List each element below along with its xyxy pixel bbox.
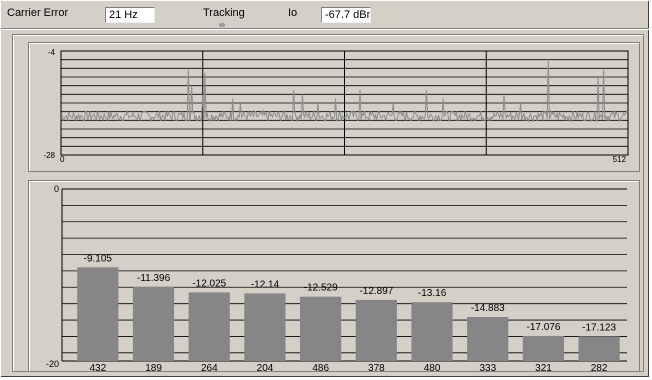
io-label: Io (288, 7, 298, 19)
bar-value-label: -17.123 (582, 322, 616, 333)
tracking-indicator (219, 23, 225, 27)
x-tick-label-left: 0 (60, 155, 65, 164)
bar-category-label: 486 (312, 363, 329, 374)
bar-value-label: -12.14 (251, 279, 280, 290)
bar-value-label: -11.396 (137, 273, 171, 284)
bar-value-label: -12.025 (192, 278, 226, 289)
bar-value-label: -12.897 (359, 286, 393, 297)
toolbar: Carrier Error 21 Hz Tracking Io -67.7 dB… (1, 1, 649, 27)
bar-category-label: 432 (89, 363, 106, 374)
bar (578, 336, 620, 361)
toolbar-separator (1, 28, 649, 30)
bar-value-label: -17.076 (527, 322, 561, 333)
bar-value-label: -14.883 (471, 303, 505, 314)
bar-chart-panel: -9.105 432 -11.396 189 -12.025 264 -12.14 204 -1… (28, 180, 640, 374)
bar-y-tick-bottom: -20 (46, 359, 59, 369)
x-tick-label-right: 512 (613, 155, 627, 164)
io-field[interactable]: -67.7 dBm (321, 7, 371, 23)
carrier-error-label: Carrier Error (7, 7, 69, 19)
bar (467, 317, 509, 361)
spectrum-panel: -4 -28 0 512 (28, 42, 640, 172)
spectrum-grid (60, 50, 629, 156)
bar (188, 292, 230, 361)
bar-category-label: 480 (424, 363, 441, 374)
tracking-label: Tracking (203, 7, 245, 19)
y-tick-label-bottom: -28 (43, 151, 55, 160)
bar-category-label: 282 (591, 363, 608, 374)
bar-value-label: -13.16 (418, 288, 447, 299)
bar-category-label: 321 (535, 363, 552, 374)
bar-y-tick-top: 0 (54, 184, 59, 194)
bar-category-label: 204 (257, 363, 274, 374)
bar (522, 335, 564, 361)
bar-value-label: -12.529 (304, 283, 338, 294)
bar (300, 296, 342, 361)
bar-chart: -9.105 432 -11.396 189 -12.025 264 -12.14 204 -1… (46, 184, 627, 374)
bar-value-label: -9.105 (84, 253, 113, 264)
spectrum-trace (60, 59, 629, 124)
bar (355, 299, 397, 361)
bar-category-label: 378 (368, 363, 385, 374)
bar-category-label: 333 (479, 363, 496, 374)
bar (77, 267, 119, 361)
bar-category-label: 189 (145, 363, 162, 374)
carrier-error-field[interactable]: 21 Hz (105, 7, 155, 23)
bar-category-label: 264 (201, 363, 218, 374)
bar (244, 293, 286, 361)
bar (132, 287, 175, 361)
y-tick-label-top: -4 (48, 48, 56, 57)
bar (411, 302, 453, 361)
spectrum-chart: -4 -28 0 512 (43, 48, 629, 164)
